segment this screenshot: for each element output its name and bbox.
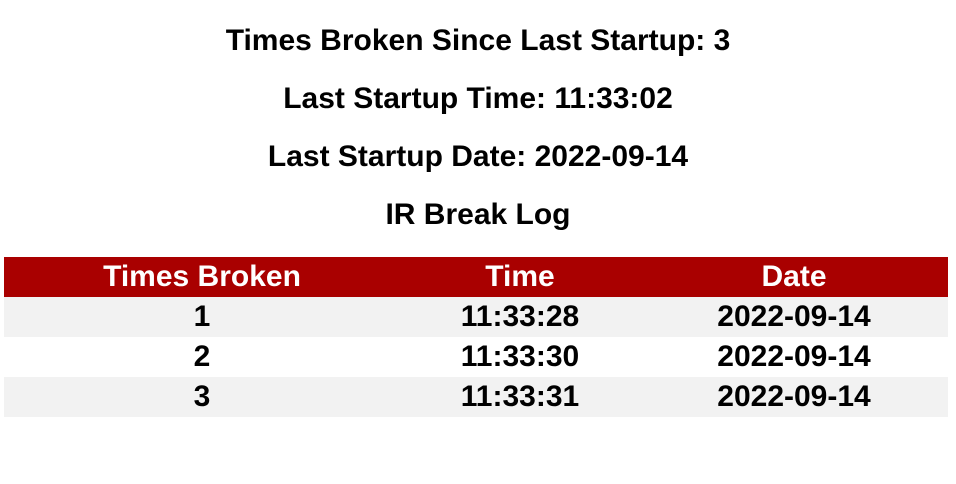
cell-time: 11:33:28: [400, 297, 640, 337]
column-header-times-broken: Times Broken: [4, 257, 400, 297]
cell-time: 11:33:31: [400, 377, 640, 417]
cell-times-broken: 1: [4, 297, 400, 337]
last-startup-time-heading: Last Startup Time: 11:33:02: [283, 82, 673, 115]
table-header: Times Broken Time Date: [4, 257, 948, 297]
cell-date: 2022-09-14: [640, 337, 948, 377]
table-row: 1 11:33:28 2022-09-14: [4, 297, 948, 337]
table-header-row: Times Broken Time Date: [4, 257, 948, 297]
log-title: IR Break Log: [385, 198, 571, 231]
column-header-time: Time: [400, 257, 640, 297]
last-startup-date-heading: Last Startup Date: 2022-09-14: [267, 140, 689, 173]
cell-times-broken: 3: [4, 377, 400, 417]
cell-date: 2022-09-14: [640, 297, 948, 337]
table-body: 1 11:33:28 2022-09-14 2 11:33:30 2022-09…: [4, 297, 948, 417]
cell-date: 2022-09-14: [640, 377, 948, 417]
table-row: 2 11:33:30 2022-09-14: [4, 337, 948, 377]
table-row: 3 11:33:31 2022-09-14: [4, 377, 948, 417]
cell-time: 11:33:30: [400, 337, 640, 377]
times-broken-heading: Times Broken Since Last Startup: 3: [225, 24, 731, 57]
ir-break-log-table: Times Broken Time Date 1 11:33:28 2022-0…: [4, 257, 948, 417]
column-header-date: Date: [640, 257, 948, 297]
cell-times-broken: 2: [4, 337, 400, 377]
